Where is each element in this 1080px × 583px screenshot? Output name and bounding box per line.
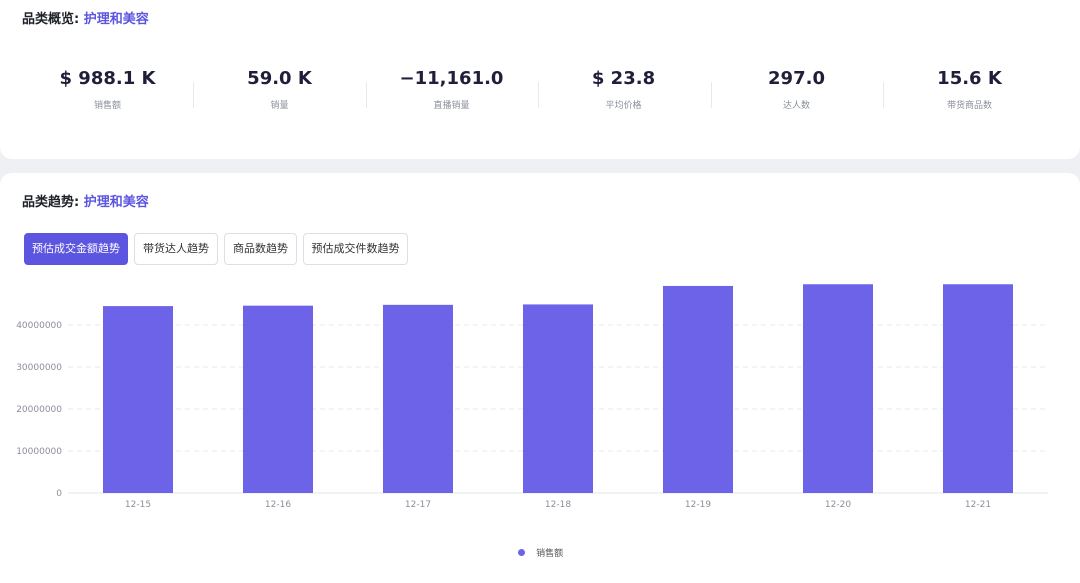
sales-bar-chart: 0 10000000 20000000 30000000 40000000 12-15 12… <box>16 284 1048 510</box>
metric-divider <box>366 82 367 108</box>
metric-sales-volume: 59.0 K 销量 <box>193 66 366 116</box>
tab-estimated-gmv[interactable]: 预估成交金额趋势 <box>24 233 128 265</box>
metrics-row: $ 988.1 K 销售额 59.0 K 销量 −11,161.0 直播销量 $… <box>0 66 1080 116</box>
bar-12-21 <box>943 284 1013 493</box>
metric-live-sales: −11,161.0 直播销量 <box>365 66 538 116</box>
y-tick-label: 40000000 <box>16 321 62 331</box>
tab-product-count-trend[interactable]: 商品数趋势 <box>224 233 297 265</box>
metric-divider <box>193 82 194 108</box>
metric-divider <box>711 82 712 108</box>
metric-label: 带货商品数 <box>946 101 992 111</box>
overview-category-name[interactable]: 护理和美容 <box>83 12 149 27</box>
metric-label: 销量 <box>270 101 289 111</box>
metric-label: 销售额 <box>93 101 121 111</box>
category-overview-card: 品类概览: 护理和美容 $ 988.1 K 销售额 59.0 K 销量 −11,… <box>0 0 1080 159</box>
metric-value: 15.6 K <box>937 68 1002 89</box>
bar-12-16 <box>243 305 313 493</box>
metric-value: 59.0 K <box>247 68 312 89</box>
metric-divider <box>538 82 539 108</box>
bar-12-20 <box>803 284 873 493</box>
metric-sales-amount: $ 988.1 K 销售额 <box>21 66 194 116</box>
bar-12-17 <box>383 304 453 493</box>
legend-label: 销售额 <box>536 549 564 559</box>
metric-value: $ 988.1 K <box>59 68 156 89</box>
bar-12-15 <box>103 306 173 493</box>
y-tick-label: 20000000 <box>16 405 62 415</box>
bar-12-18 <box>523 304 593 493</box>
metric-value: −11,161.0 <box>399 68 504 89</box>
metric-divider <box>883 82 884 108</box>
trend-title: 品类趋势: 护理和美容 <box>22 191 149 210</box>
x-tick-label: 12-20 <box>825 500 851 510</box>
overview-title: 品类概览: 护理和美容 <box>22 8 149 27</box>
metric-label: 平均价格 <box>605 101 642 111</box>
x-tick-label: 12-18 <box>545 500 571 510</box>
category-trend-card: 品类趋势: 护理和美容 预估成交金额趋势 带货达人趋势 商品数趋势 预估成交件数… <box>0 173 1080 583</box>
metric-label: 直播销量 <box>433 101 470 111</box>
y-tick-label: 10000000 <box>16 447 62 457</box>
x-tick-label: 12-21 <box>965 500 991 510</box>
metric-value: $ 23.8 <box>591 68 656 89</box>
legend-marker <box>518 549 525 556</box>
metric-label: 达人数 <box>782 101 810 111</box>
tab-influencer-trend[interactable]: 带货达人趋势 <box>134 233 218 265</box>
x-tick-label: 12-16 <box>265 500 291 510</box>
x-tick-label: 12-17 <box>405 500 431 510</box>
tab-estimated-units-trend[interactable]: 预估成交件数趋势 <box>303 233 408 265</box>
y-tick-label: 0 <box>56 489 62 499</box>
metric-avg-price: $ 23.8 平均价格 <box>537 66 710 116</box>
bar-12-19 <box>663 285 733 493</box>
x-tick-label: 12-15 <box>125 500 151 510</box>
chart-legend[interactable]: 销售额 <box>518 542 564 559</box>
metric-product-count: 15.6 K 带货商品数 <box>883 66 1056 116</box>
metric-value: 297.0 <box>768 68 825 89</box>
overview-title-prefix: 品类概览: <box>22 12 80 27</box>
trend-title-prefix: 品类趋势: <box>22 195 80 210</box>
metric-influencer-count: 297.0 达人数 <box>710 66 883 116</box>
y-tick-label: 30000000 <box>16 363 62 373</box>
trend-category-name[interactable]: 护理和美容 <box>83 195 149 210</box>
x-tick-label: 12-19 <box>685 500 711 510</box>
